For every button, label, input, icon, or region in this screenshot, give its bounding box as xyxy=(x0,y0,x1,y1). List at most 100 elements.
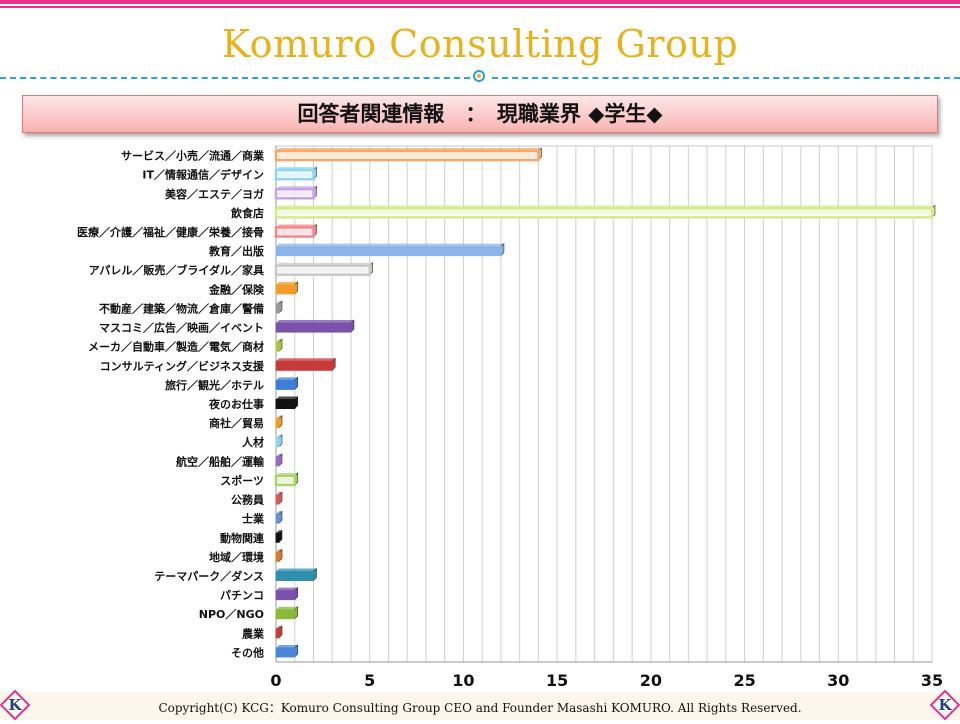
bar xyxy=(275,551,280,562)
bar-top-face xyxy=(276,644,298,648)
bar-top-face xyxy=(276,530,282,534)
bar xyxy=(275,322,352,333)
bar xyxy=(275,418,280,429)
category-label: 旅行／観光／ホテル xyxy=(165,378,264,392)
bar-fill-tint xyxy=(278,191,312,197)
bar xyxy=(274,474,296,487)
category-label: IT／情報通信／デザイン xyxy=(142,168,264,182)
bar xyxy=(275,379,296,390)
bar-top-face xyxy=(276,377,298,381)
x-tick-label: 15 xyxy=(546,671,568,690)
copyright-text: Copyright(C) KCG：Komuro Consulting Group… xyxy=(158,701,802,715)
category-label: 飲食店 xyxy=(230,206,264,220)
top-border xyxy=(0,0,960,4)
category-label: 教育／出版 xyxy=(208,244,264,258)
category-label: 航空／船舶／運輸 xyxy=(176,454,265,468)
x-tick-label: 0 xyxy=(270,671,281,690)
bar-top-face xyxy=(276,453,282,457)
kcg-logo-mark-icon xyxy=(0,689,31,721)
category-label: マスコミ／広告／映画／イベント xyxy=(99,321,264,335)
bar xyxy=(274,226,315,238)
bar-top-face xyxy=(276,549,282,553)
bar-chart: 0 5 10 15 20 25 30 35 サービス／小売／流通／商業 IT／情報通信／デザイン美… xyxy=(77,145,943,690)
bar-fill-tint xyxy=(278,267,368,273)
bar-top-face xyxy=(276,587,298,591)
x-tick-label: 25 xyxy=(733,671,755,690)
bar xyxy=(275,341,280,352)
category-label: テーマパーク／ダンス xyxy=(154,569,264,583)
kcg-logo-left: K xyxy=(0,689,31,721)
category-label: サービス／小売／流通／商業 xyxy=(121,149,265,163)
kcg-logo-right: K xyxy=(929,689,960,721)
bar xyxy=(275,360,333,371)
bar xyxy=(274,188,315,200)
bar-fill-tint xyxy=(278,153,537,159)
category-label: アパレル／販売／ブライダル／家具 xyxy=(89,263,264,277)
category-label: 商社／貿易 xyxy=(209,416,264,430)
top-border-thin xyxy=(0,6,960,8)
category-label: コンサルティング／ビジネス支援 xyxy=(100,359,265,373)
category-label: 医療／介護／福祉／健康／栄養／接骨 xyxy=(77,225,264,239)
bar-top-face xyxy=(276,606,298,610)
bar xyxy=(275,303,280,314)
category-label: 地域／環境 xyxy=(209,550,264,564)
category-label: 不動産／建築／物流／倉庫／警備 xyxy=(99,301,264,315)
bar xyxy=(275,571,314,581)
category-label: メーカ／自動車／製造／電気／商材 xyxy=(88,340,264,354)
bar-top-face xyxy=(276,396,298,400)
bar xyxy=(274,168,315,181)
category-label: 人材 xyxy=(242,435,264,449)
category-label: 動物関連 xyxy=(220,531,265,545)
bar-top-face xyxy=(276,243,504,247)
bar xyxy=(275,494,280,505)
category-label: その他 xyxy=(231,645,264,659)
bar-top-face xyxy=(276,434,282,438)
bar xyxy=(275,628,280,639)
kcg-logo-mark-icon xyxy=(929,689,960,721)
bar xyxy=(275,590,296,601)
bar xyxy=(274,264,371,276)
bar xyxy=(275,284,296,295)
bar-top-face xyxy=(276,281,298,285)
page-title: Komuro Consulting Group xyxy=(221,22,739,66)
bar-fill-tint xyxy=(278,477,293,483)
category-label: 夜のお仕事 xyxy=(208,397,264,411)
chart-title-banner: 回答者関連情報 ： 現職業界 ◆学生◆ xyxy=(22,95,938,133)
bar-fill-tint xyxy=(278,229,312,235)
bar xyxy=(275,437,280,448)
bar xyxy=(275,246,502,257)
divider-ornament-icon xyxy=(473,70,485,82)
bar xyxy=(275,532,280,543)
x-tick-label: 5 xyxy=(364,671,375,690)
x-tick-label: 10 xyxy=(452,671,474,690)
category-label: 士業 xyxy=(242,512,265,526)
footer-bar xyxy=(0,692,960,720)
bar xyxy=(274,149,540,162)
bar-fill-tint xyxy=(278,210,930,216)
kcg-logo-letter: K xyxy=(8,696,22,714)
dashed-divider-right xyxy=(492,77,960,79)
category-label: 公務員 xyxy=(231,493,264,507)
category-label: スポーツ xyxy=(220,473,264,487)
category-label: 農業 xyxy=(242,626,265,640)
bar xyxy=(275,609,296,620)
dashed-divider-left xyxy=(0,77,470,79)
category-label: NPO／NGO xyxy=(199,608,264,621)
bar-top-face xyxy=(276,320,354,324)
bar-top-face xyxy=(276,339,282,343)
x-tick-label: 30 xyxy=(827,671,849,690)
kcg-logo-letter: K xyxy=(938,696,952,714)
bar xyxy=(275,399,296,409)
bar xyxy=(275,647,296,658)
bar-top-face xyxy=(276,358,336,362)
bar-top-face xyxy=(276,568,317,572)
bar-top-face xyxy=(276,492,282,496)
category-label: 金融／保険 xyxy=(208,282,265,296)
bar-top-face xyxy=(276,300,282,304)
bar-fill-tint xyxy=(278,172,312,178)
bar xyxy=(275,513,280,524)
category-label: 美容／エステ／ヨガ xyxy=(165,187,264,201)
bar-top-face xyxy=(276,625,282,629)
category-label: パチンコ xyxy=(220,589,264,602)
bar xyxy=(275,456,280,467)
